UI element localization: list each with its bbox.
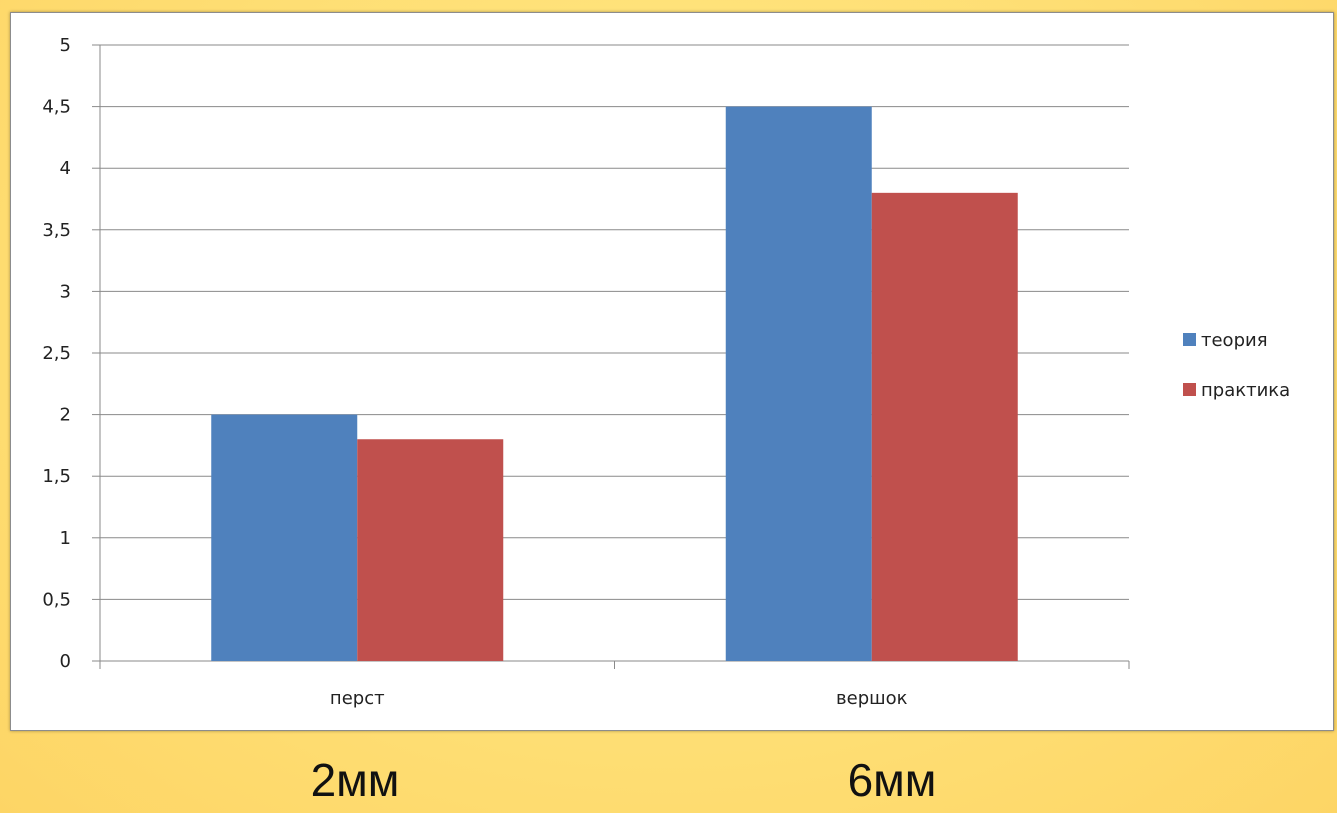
x-tick-label: вершок xyxy=(836,688,908,709)
bar-0-0 xyxy=(211,414,358,661)
y-tick-label: 1 xyxy=(60,528,71,549)
y-tick-label: 2,5 xyxy=(42,343,71,364)
caption-left: 2мм xyxy=(310,754,400,806)
legend-swatch-0 xyxy=(1183,333,1196,346)
legend-label-1: практика xyxy=(1201,380,1290,401)
bar-1-0 xyxy=(357,439,504,661)
y-tick-label: 1,5 xyxy=(42,466,71,487)
bar-1-1 xyxy=(871,192,1018,661)
y-tick-label: 3 xyxy=(60,281,71,302)
y-tick-label: 4 xyxy=(60,158,71,179)
y-tick-label: 0,5 xyxy=(42,589,71,610)
chart-panel: 0 0,5 1 1,5 2 2,5 3 3,5 4 4,5 5 перст вершок теория пр… xyxy=(10,12,1334,731)
y-tick-label: 4,5 xyxy=(42,97,71,118)
legend-label-0: теория xyxy=(1201,330,1268,351)
legend-swatch-1 xyxy=(1183,383,1196,396)
bar-0-1 xyxy=(725,106,872,662)
y-tick-label: 0 xyxy=(60,651,71,672)
caption-right: 6мм xyxy=(847,754,937,806)
y-tick-label: 3,5 xyxy=(42,220,71,241)
y-tick-label: 2 xyxy=(60,405,71,426)
x-tick-label: перст xyxy=(330,688,385,709)
y-tick-label: 5 xyxy=(60,35,71,56)
bar-chart: 0 0,5 1 1,5 2 2,5 3 3,5 4 4,5 5 перст вершок теория пр… xyxy=(42,35,1290,709)
